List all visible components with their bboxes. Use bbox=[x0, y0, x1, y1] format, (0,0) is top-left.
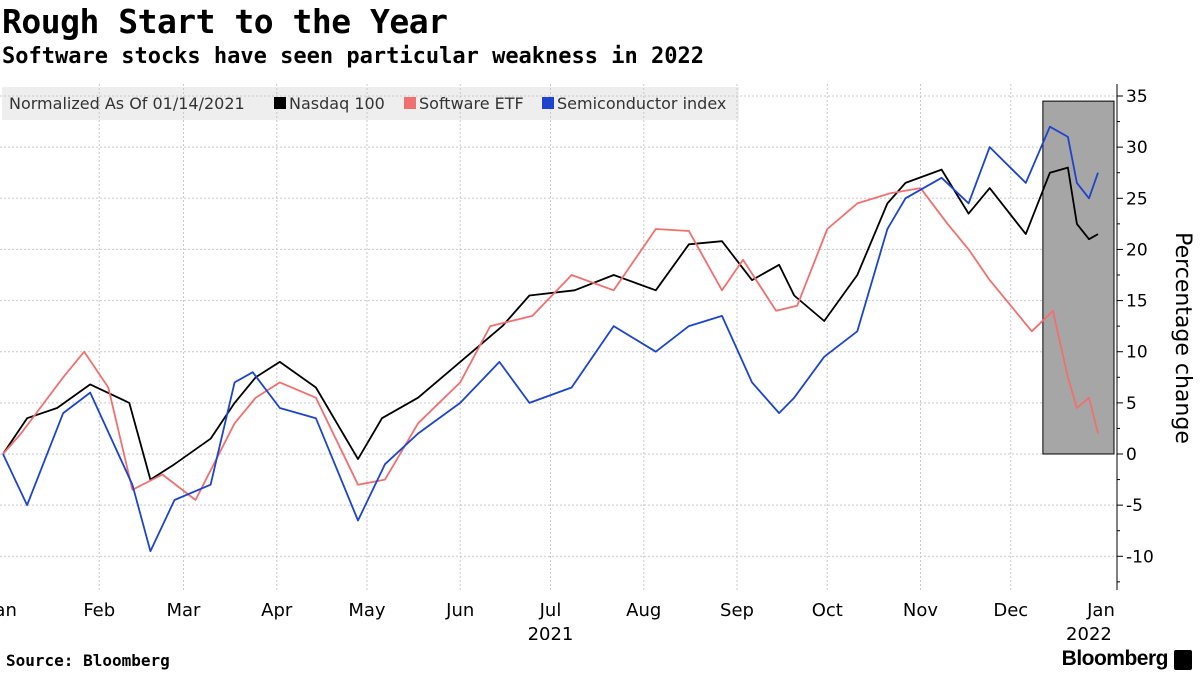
chart-subtitle: Software stocks have seen particular wea… bbox=[2, 44, 704, 69]
x-tick-label: Nov bbox=[903, 600, 938, 621]
line-chart: 35 30 25 20 15 10 5 0 -5 -10 Jan Feb Mar Apr May Jun Jul… bbox=[0, 84, 1195, 640]
legend-caption: Normalized As Of 01/14/2021 bbox=[9, 94, 245, 113]
legend-background bbox=[2, 87, 739, 120]
y-tick-label: -5 bbox=[1126, 496, 1143, 516]
series-line-0 bbox=[2, 166, 1099, 481]
brand-logo: Bloomberg bbox=[1061, 647, 1169, 670]
legend-entry: Semiconductor index bbox=[557, 94, 726, 113]
source-note: Source: Bloomberg bbox=[6, 651, 170, 670]
y-tick-label: 10 bbox=[1126, 343, 1148, 363]
x-tick-label: May bbox=[348, 600, 386, 621]
x-tick-label: Feb bbox=[83, 600, 115, 621]
legend-entry: Software ETF bbox=[419, 94, 524, 113]
legend-swatch bbox=[542, 97, 554, 109]
x-tick-label: Jan bbox=[1086, 600, 1115, 621]
y-tick-label: 15 bbox=[1126, 292, 1148, 312]
y-tick-label: -10 bbox=[1126, 547, 1154, 567]
x-tick-label: Apr bbox=[261, 600, 293, 621]
x-tick-label: Oct bbox=[812, 600, 843, 621]
x-year-label: 2021 bbox=[528, 624, 574, 640]
x-tick-label: Dec bbox=[993, 600, 1028, 621]
chart-title: Rough Start to the Year bbox=[2, 2, 448, 41]
x-tick-label: Mar bbox=[167, 600, 202, 621]
series-layer bbox=[2, 125, 1099, 553]
y-tick-label: 25 bbox=[1126, 189, 1148, 209]
x-tick-label: Aug bbox=[626, 600, 661, 621]
y-tick-label: 30 bbox=[1126, 138, 1148, 158]
legend: Normalized As Of 01/14/2021 Nasdaq 100 Sof… bbox=[9, 94, 726, 113]
highlight-box bbox=[1042, 100, 1115, 455]
axis-layer: 35 30 25 20 15 10 5 0 -5 -10 Jan Feb Mar Apr May Jun Jul… bbox=[0, 84, 1195, 640]
highlight-layer bbox=[1042, 100, 1115, 455]
x-year-label: 2022 bbox=[1066, 624, 1112, 640]
series-line-1 bbox=[2, 187, 1099, 501]
y-tick-label: 0 bbox=[1126, 445, 1137, 465]
y-tick-label: 35 bbox=[1126, 87, 1148, 107]
x-tick-label: Jul bbox=[539, 600, 562, 621]
legend-entry: Nasdaq 100 bbox=[289, 94, 385, 113]
x-tick-label: Sep bbox=[720, 600, 754, 621]
x-tick-label: Jan bbox=[0, 600, 17, 621]
x-tick-label: Jun bbox=[445, 600, 474, 621]
y-axis-title: Percentage change bbox=[1170, 232, 1195, 444]
brand-mark-icon bbox=[1174, 650, 1192, 670]
y-tick-label: 5 bbox=[1126, 394, 1137, 414]
y-tick-label: 20 bbox=[1126, 240, 1148, 260]
gridlines bbox=[0, 84, 1117, 590]
legend-swatch bbox=[404, 97, 416, 109]
legend-swatch bbox=[274, 97, 286, 109]
series-line-2 bbox=[2, 125, 1099, 553]
